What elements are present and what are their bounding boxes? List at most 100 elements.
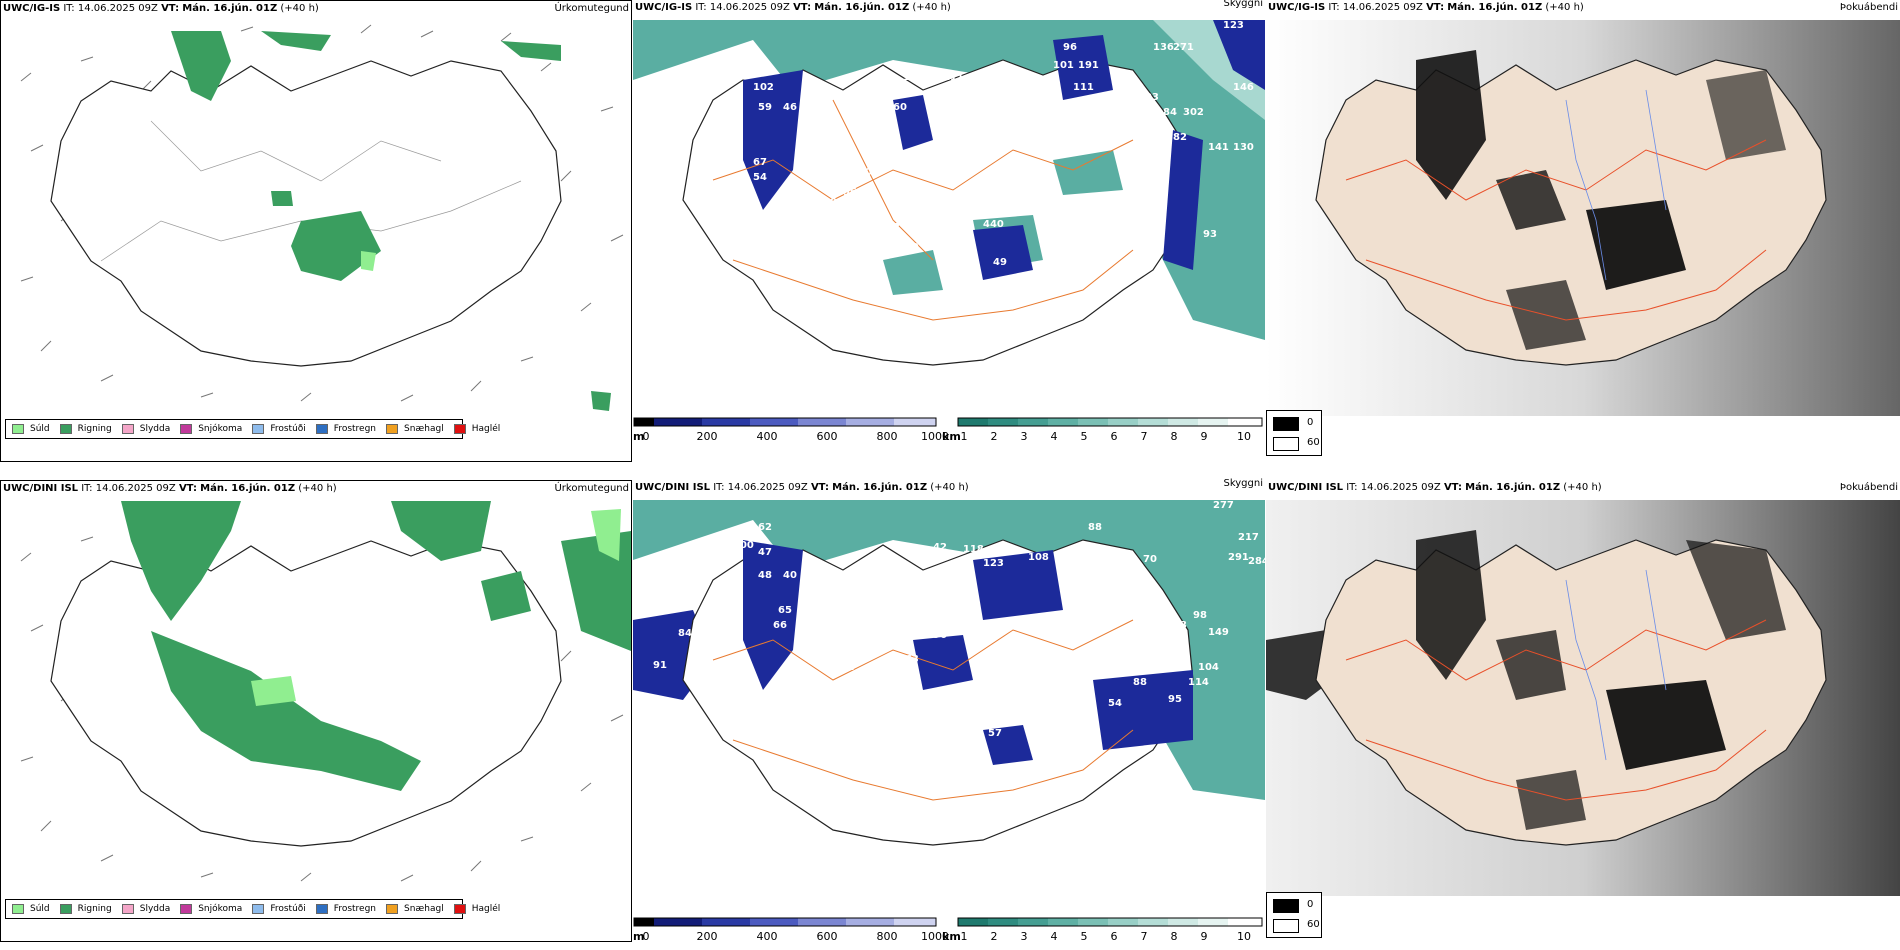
panel-header: UWC/DINI ISL IT: 14.06.2025 09Z VT: Mán.… [1,481,631,497]
ceiling-label: 85 [938,347,952,358]
ceiling-label: 57 [988,728,1002,739]
tick-label: 7 [1140,430,1148,443]
tick-label: 9 [1200,930,1208,943]
ceiling-label: 70 [1038,82,1052,93]
ceiling-label: 100 [823,197,844,208]
legend-swatch [386,424,399,434]
fog-legend: 0 60 [1266,410,1322,456]
legend-item: Snjókoma [180,904,242,914]
legend-swatch [12,424,24,434]
ceiling-label: 30 [948,602,962,613]
legend-swatch [453,904,466,914]
ceiling-label: 111 [943,72,964,83]
precip-map [1,21,631,417]
ceiling-label: 291 [1228,552,1249,563]
ceiling-label: 286 [1063,724,1084,735]
legend-item: Súld [12,904,50,914]
tick-label: 800 [876,930,898,943]
ceiling-label: 55 [875,344,889,355]
ceiling-label: 364 [1123,92,1144,103]
ceiling-label: 95 [1168,694,1182,705]
ceiling-label: 84 [1163,107,1177,118]
visibility-panel: UWC/IG-IS IT: 14.06.2025 09Z VT: Mán. 16… [633,0,1265,462]
ceiling-colorbar: m 0 200 400 600 800 1000 [633,916,949,946]
tick-label: 400 [756,430,778,443]
ceiling-label: 67 [753,157,767,168]
tick-label: 600 [816,430,838,443]
init-time: 14.06.2025 09Z [709,2,790,13]
rain-areas [121,501,631,791]
ceiling-label: 58 [783,212,797,223]
ceiling-label: 47 [758,547,772,558]
rivers [1565,569,1667,761]
ceiling-label: 96 [1063,42,1077,53]
visibility-colorbar-gradient [957,417,1263,427]
tick-label: 6 [1110,930,1118,943]
ceiling-label: 101 [915,352,936,363]
ceiling-label: 57 [818,662,832,673]
tick-label: 10 [1237,430,1251,443]
ceiling-label: 222 [873,724,894,735]
fog-legend-value: 0 [1307,417,1314,428]
low-ceiling-areas [743,20,1265,280]
panel-header: UWC/DINI ISL IT: 14.06.2025 09Z VT: Mán.… [633,478,1265,496]
ceiling-label: 81 [783,247,797,258]
ceiling-label: 122 [875,668,896,679]
ceiling-label: 105 [903,304,924,315]
ceiling-label: 98 [1193,610,1207,621]
roads [712,99,1134,321]
ceiling-label: 277 [1213,500,1234,511]
forecast-row-dini-isl: UWC/DINI ISL IT: 14.06.2025 09Z VT: Mán.… [0,478,1900,943]
legend-item: Frostregn [315,904,376,914]
visibility-panel: UWC/DINI ISL IT: 14.06.2025 09Z VT: Mán.… [633,478,1265,942]
fog-dark-areas [1416,50,1786,350]
valid-time: Mán. 16.jún. 01Z [1465,482,1561,493]
tick-label: 2 [990,930,998,943]
fog-panel: UWC/DINI ISL IT: 14.06.2025 09Z VT: Mán.… [1266,480,1900,942]
tick-label: 200 [696,430,718,443]
lead-time: (+40 h) [930,482,969,493]
visibility-colorbar-gradient [957,917,1263,927]
ceiling-label: 108 [903,72,924,83]
ceiling-label: 64 [883,574,897,585]
precip-type-panel: UWC/DINI ISL IT: 14.06.2025 09Z VT: Mán.… [0,480,632,942]
ceiling-label: 42 [933,542,947,553]
ceiling-label: 95 [733,52,747,63]
valid-label: VT: [161,3,180,14]
legend-item: Slydda [121,424,170,434]
ceiling-colorbar-gradient [633,917,937,927]
fog-map [1266,500,1900,896]
panel-header: UWC/IG-IS IT: 14.06.2025 09Z VT: Mán. 16… [1,1,631,17]
legend-label: Snæhagl [404,904,444,914]
legend-item: Frostúði [252,904,306,914]
legend-label: Rigning [77,424,112,434]
panel-title: Þokuábendi [1839,482,1898,493]
ceiling-label: 136 [1153,42,1174,53]
ceiling-colorbar: m 0 200 400 600 800 1000 [633,416,949,446]
ceiling-label: 54 [753,172,767,183]
legend-swatch [59,904,72,914]
fog-legend: 0 60 [1266,892,1322,938]
ceiling-label: 217 [1238,532,1259,543]
ceiling-label: 92 [978,697,992,708]
ceiling-label: 141 [1208,142,1229,153]
ceiling-label: 60 [798,637,812,648]
ceiling-label: 65 [883,602,897,613]
valid-time: Mán. 16.jún. 01Z [832,482,928,493]
legend-item: Rigning [59,904,112,914]
ceiling-label: 147 [863,222,884,233]
ceiling-labels: 277 217 291 284 88 54 55 70 62 100 47 48… [653,500,1265,783]
ceiling-label: 85 [1093,592,1107,603]
ceiling-labels: 123 136 271 96 101 191 146 103 108 111 7… [718,20,1254,363]
precip-type-legend: Súld Rigning Slydda Snjókoma Frostúði Fr… [5,899,500,919]
tick-label: 7 [1140,930,1148,943]
precip-type-panel: UWC/IG-IS IT: 14.06.2025 09Z VT: Mán. 16… [0,0,632,462]
ceiling-label: 54 [1063,554,1077,565]
ceiling-label: 184 [823,282,844,293]
ceiling-label: 54 [1108,698,1122,709]
init-label: IT: [713,482,725,493]
ceiling-label: 69 [808,224,822,235]
legend-item: Haglél [453,424,500,434]
legend-swatch [121,904,134,914]
fog-swatch-dark [1273,417,1299,431]
